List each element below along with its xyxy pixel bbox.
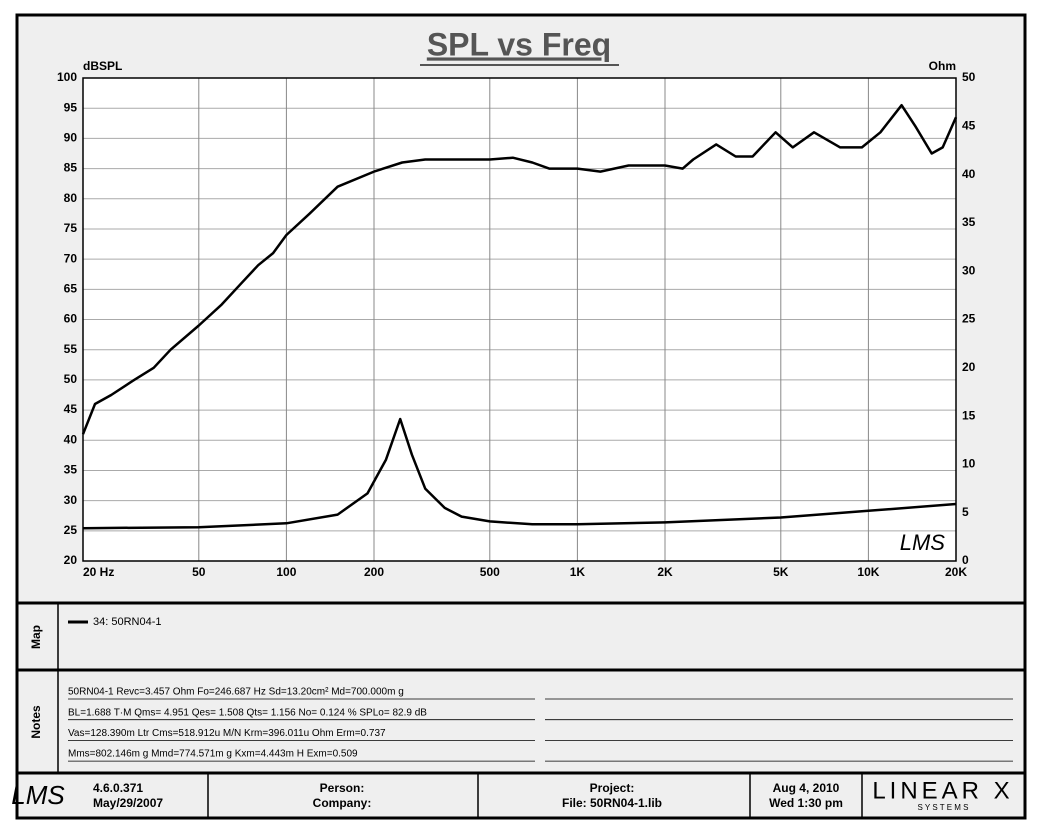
note-line: Mms=802.146m g Mmd=774.571m g Kxm=4.443m… — [68, 749, 358, 760]
brand-sub: S Y S T E M S — [918, 803, 969, 812]
brand: LINEAR X — [872, 777, 1013, 804]
x-tick-label: 50 — [192, 565, 206, 579]
y-tick-label: 80 — [64, 191, 78, 205]
x-tick-label: 2K — [657, 565, 673, 579]
x-tick-label: 1K — [570, 565, 586, 579]
version: 4.6.0.371 — [93, 781, 143, 795]
y2-tick-label: 35 — [962, 215, 976, 229]
y2-tick-label: 15 — [962, 408, 976, 422]
y-tick-label: 35 — [64, 463, 78, 477]
note-line: BL=1.688 T·M Qms= 4.951 Qes= 1.508 Qts= … — [68, 707, 427, 718]
watermark: LMS — [900, 530, 946, 555]
x-tick-label: 500 — [480, 565, 500, 579]
y-tick-label: 45 — [64, 402, 78, 416]
map-label: Map — [29, 625, 43, 649]
y-tick-label: 100 — [57, 70, 77, 84]
company: Company: — [313, 796, 372, 810]
y2-tick-label: 10 — [962, 457, 976, 471]
notes: 50RN04-1 Revc=3.457 Ohm Fo=246.687 Hz Sd… — [68, 687, 1013, 762]
y2-tick-label: 50 — [962, 70, 976, 84]
y2-tick-label: 45 — [962, 118, 976, 132]
version-date: May/29/2007 — [93, 796, 163, 810]
y-tick-label: 90 — [64, 131, 78, 145]
footer-logo: LMS — [11, 780, 65, 810]
x-tick-label: 20K — [945, 565, 967, 579]
data-line — [81, 103, 958, 435]
x-tick-label: 20 Hz — [83, 565, 114, 579]
y2-tick-label: 40 — [962, 167, 976, 181]
y-tick-label: 30 — [64, 493, 78, 507]
note-line: 50RN04-1 Revc=3.457 Ohm Fo=246.687 Hz Sd… — [68, 687, 404, 698]
project: Project: — [590, 781, 635, 795]
x-tick-label: 200 — [364, 565, 384, 579]
notes-label: Notes — [29, 705, 43, 739]
x-tick-label: 100 — [276, 565, 296, 579]
y-axis-label: dBSPL — [83, 59, 122, 73]
y2-axis-label: Ohm — [929, 59, 956, 73]
y-tick-label: 95 — [64, 100, 78, 114]
y-tick-label: 55 — [64, 342, 78, 356]
chart-title: SPL vs Freq — [427, 26, 611, 62]
y-tick-label: 75 — [64, 221, 78, 235]
legend-entry: 34: 50RN04-1 — [93, 616, 162, 628]
y-tick-label: 25 — [64, 523, 78, 537]
data-line — [82, 417, 957, 530]
plot-border — [82, 77, 957, 562]
file: File: 50RN04-1.lib — [562, 796, 662, 810]
y2-tick-label: 30 — [962, 263, 976, 277]
y-tick-label: 50 — [64, 372, 78, 386]
panel-lines — [17, 601, 1025, 818]
y-tick-label: 70 — [64, 251, 78, 265]
time: Wed 1:30 pm — [769, 796, 843, 810]
person: Person: — [320, 781, 365, 795]
note-line: Vas=128.390m Ltr Cms=518.912u M/N Krm=39… — [68, 728, 386, 739]
date: Aug 4, 2010 — [773, 781, 840, 795]
y-tick-label: 65 — [64, 281, 78, 295]
y-tick-label: 40 — [64, 432, 78, 446]
y2-tick-label: 25 — [962, 312, 976, 326]
x-tick-label: 10K — [857, 565, 879, 579]
y-tick-label: 85 — [64, 161, 78, 175]
y-tick-label: 20 — [64, 553, 78, 567]
y2-tick-label: 0 — [962, 553, 969, 567]
x-tick-label: 5K — [773, 565, 789, 579]
y-tick-label: 60 — [64, 312, 78, 326]
y2-tick-label: 5 — [962, 505, 969, 519]
y2-tick-label: 20 — [962, 360, 976, 374]
